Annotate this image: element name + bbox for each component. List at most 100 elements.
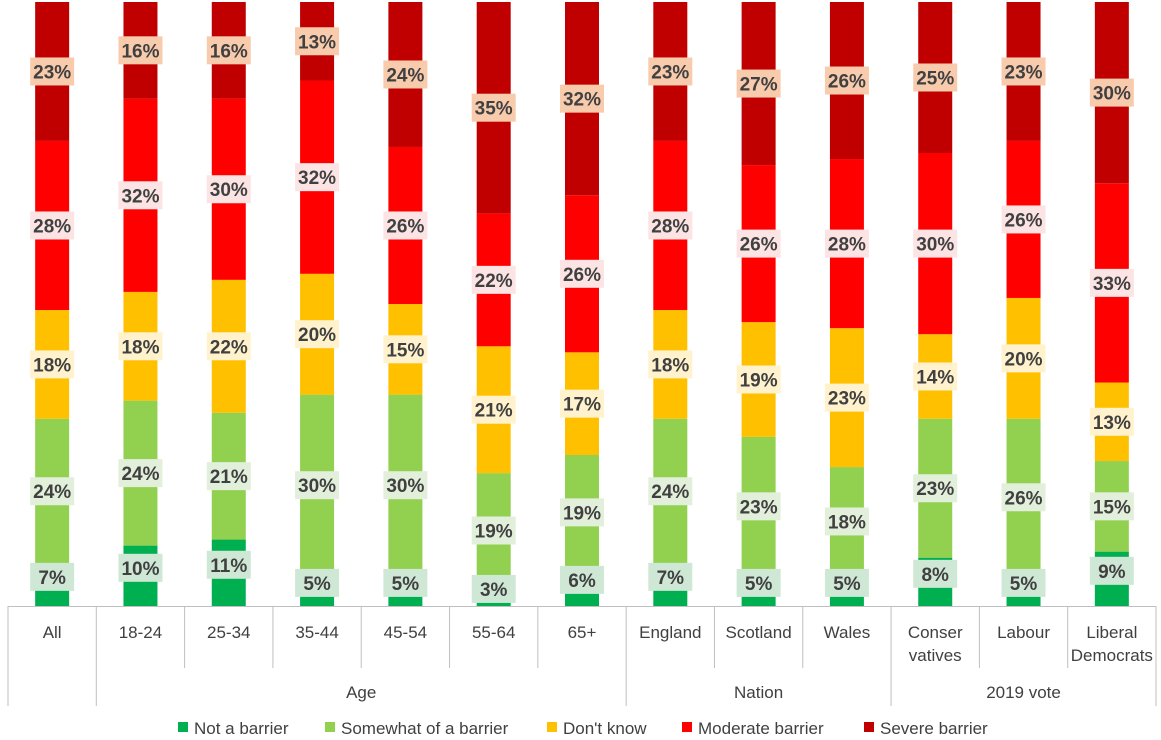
data-label-somewhat-of-a-barrier-35-44: 30% <box>298 476 336 497</box>
data-label-moderate-barrier-all: 28% <box>33 216 71 237</box>
legend-swatch-severe-barrier <box>864 722 874 732</box>
data-label-bg-not-a-barrier-35-44 <box>295 568 340 597</box>
data-label-somewhat-of-a-barrier-england: 24% <box>651 482 689 503</box>
data-label-somewhat-of-a-barrier-18-24: 24% <box>121 464 159 485</box>
data-label-bg-moderate-barrier-55-64 <box>471 265 516 294</box>
data-label-bg-severe-barrier-25-34 <box>206 36 251 65</box>
data-label-somewhat-of-a-barrier-conser-vatives: 23% <box>916 479 954 500</box>
data-label-severe-barrier-55-64: 35% <box>475 99 513 120</box>
data-label-bg-moderate-barrier-wales <box>824 229 869 258</box>
data-label-bg-severe-barrier-35-44 <box>295 27 340 56</box>
category-label-25-34: 25-34 <box>207 623 250 642</box>
data-label-bg-somewhat-of-a-barrier-liberal-democrats <box>1089 492 1134 521</box>
category-label-england: England <box>639 623 701 642</box>
data-label-bg-severe-barrier-labour <box>1001 57 1046 86</box>
data-label-somewhat-of-a-barrier-wales: 18% <box>828 512 866 533</box>
data-label-somewhat-of-a-barrier-55-64: 19% <box>475 522 513 543</box>
data-label-don-t-know-45-54: 15% <box>386 340 424 361</box>
legend-swatch-moderate-barrier <box>682 722 692 732</box>
data-label-bg-not-a-barrier-england <box>648 562 693 591</box>
data-label-not-a-barrier-all: 7% <box>38 568 66 589</box>
data-label-moderate-barrier-55-64: 22% <box>475 271 513 292</box>
data-label-bg-severe-barrier-45-54 <box>383 60 428 89</box>
data-label-bg-moderate-barrier-35-44 <box>295 163 340 192</box>
data-label-not-a-barrier-65: 6% <box>568 571 596 592</box>
data-label-don-t-know-18-24: 18% <box>121 337 159 358</box>
data-label-bg-don-t-know-65 <box>560 389 604 418</box>
data-label-bg-severe-barrier-18-24 <box>118 36 163 65</box>
category-label-45-54: 45-54 <box>384 623 427 642</box>
data-label-bg-somewhat-of-a-barrier-conser-vatives <box>913 474 958 503</box>
data-label-don-t-know-all: 18% <box>33 355 71 376</box>
data-label-bg-somewhat-of-a-barrier-wales <box>824 507 869 536</box>
data-label-severe-barrier-england: 23% <box>651 62 689 83</box>
data-label-moderate-barrier-scotland: 26% <box>740 235 778 256</box>
data-label-bg-severe-barrier-all <box>30 57 75 86</box>
category-label-all: All <box>43 623 62 642</box>
data-label-moderate-barrier-conser-vatives: 30% <box>916 235 954 256</box>
data-label-severe-barrier-conser-vatives: 25% <box>916 69 954 90</box>
group-label-nation: Nation <box>734 683 783 702</box>
data-label-don-t-know-25-34: 22% <box>210 337 248 358</box>
data-label-bg-not-a-barrier-liberal-democrats <box>1089 556 1134 585</box>
data-label-moderate-barrier-labour: 26% <box>1005 210 1043 231</box>
legend-label-moderate-barrier: Moderate barrier <box>698 719 824 738</box>
data-label-don-t-know-55-64: 21% <box>475 401 513 422</box>
legend-label-severe-barrier: Severe barrier <box>880 719 988 738</box>
data-label-bg-don-t-know-all <box>30 350 75 379</box>
data-label-moderate-barrier-wales: 28% <box>828 235 866 256</box>
legend-swatch-don-t-know <box>547 722 557 732</box>
data-label-bg-not-a-barrier-labour <box>1001 568 1046 597</box>
data-label-somewhat-of-a-barrier-scotland: 23% <box>740 497 778 518</box>
data-label-not-a-barrier-liberal-democrats: 9% <box>1098 562 1126 583</box>
data-label-bg-severe-barrier-conser-vatives <box>913 63 958 92</box>
category-label-35-44: 35-44 <box>295 623 338 642</box>
data-label-bg-not-a-barrier-18-24 <box>118 553 163 582</box>
data-label-not-a-barrier-25-34: 11% <box>210 556 247 577</box>
legend-label-don-t-know: Don't know <box>563 719 647 738</box>
data-label-don-t-know-conser-vatives: 14% <box>916 367 954 388</box>
data-label-bg-not-a-barrier-55-64 <box>471 574 516 603</box>
data-label-bg-don-t-know-wales <box>824 383 869 412</box>
data-label-bg-moderate-barrier-65 <box>560 259 604 288</box>
data-label-bg-moderate-barrier-all <box>30 211 75 240</box>
data-label-not-a-barrier-55-64: 3% <box>480 580 508 601</box>
data-label-bg-severe-barrier-65 <box>560 84 604 113</box>
data-label-bg-severe-barrier-wales <box>824 66 869 95</box>
group-label-age: Age <box>346 683 376 702</box>
data-label-severe-barrier-45-54: 24% <box>386 65 424 86</box>
data-label-moderate-barrier-65: 26% <box>563 265 601 286</box>
data-label-bg-somewhat-of-a-barrier-all <box>30 477 75 506</box>
data-label-not-a-barrier-england: 7% <box>657 568 685 589</box>
data-label-bg-severe-barrier-scotland <box>736 69 781 98</box>
data-label-severe-barrier-scotland: 27% <box>740 75 778 96</box>
data-label-bg-somewhat-of-a-barrier-england <box>648 477 693 506</box>
data-label-bg-don-t-know-conser-vatives <box>913 362 958 391</box>
data-label-bg-don-t-know-england <box>648 350 693 379</box>
data-label-bg-moderate-barrier-18-24 <box>118 181 163 210</box>
data-label-somewhat-of-a-barrier-65: 19% <box>563 503 601 524</box>
data-label-bg-moderate-barrier-45-54 <box>383 211 428 240</box>
data-label-not-a-barrier-wales: 5% <box>833 574 861 595</box>
data-label-bg-not-a-barrier-all <box>30 562 75 591</box>
data-label-moderate-barrier-45-54: 26% <box>386 216 424 237</box>
data-label-bg-don-t-know-25-34 <box>206 332 251 361</box>
data-label-don-t-know-65: 17% <box>563 395 601 416</box>
data-label-bg-somewhat-of-a-barrier-scotland <box>736 492 781 521</box>
data-label-bg-somewhat-of-a-barrier-18-24 <box>118 459 163 488</box>
legend-label-not-a-barrier: Not a barrier <box>194 719 289 738</box>
legend-swatch-somewhat-of-a-barrier <box>325 722 335 732</box>
data-label-moderate-barrier-england: 28% <box>651 216 689 237</box>
data-label-not-a-barrier-18-24: 10% <box>121 559 159 580</box>
category-label-labour: Labour <box>997 623 1050 642</box>
data-label-bg-somewhat-of-a-barrier-labour <box>1001 483 1046 512</box>
data-label-somewhat-of-a-barrier-liberal-democrats: 15% <box>1093 497 1131 518</box>
data-label-don-t-know-wales: 23% <box>828 389 866 410</box>
data-label-bg-not-a-barrier-wales <box>824 568 869 597</box>
data-label-bg-somewhat-of-a-barrier-25-34 <box>206 462 251 491</box>
legend-label-somewhat-of-a-barrier: Somewhat of a barrier <box>341 719 509 738</box>
data-label-don-t-know-scotland: 19% <box>740 371 778 392</box>
data-label-not-a-barrier-scotland: 5% <box>745 574 773 595</box>
